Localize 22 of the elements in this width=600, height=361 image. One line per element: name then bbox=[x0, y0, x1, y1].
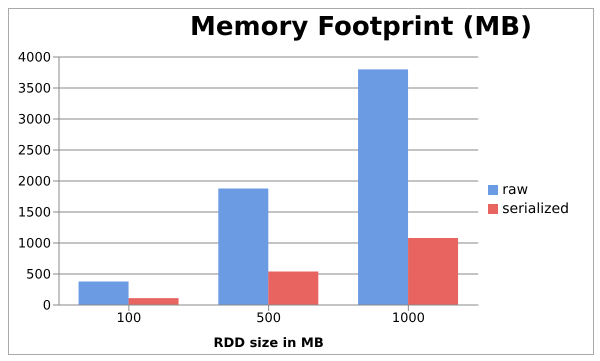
bar bbox=[408, 238, 458, 305]
y-tick-label: 4000 bbox=[18, 50, 51, 66]
x-tick-label: 100 bbox=[116, 311, 142, 326]
bar bbox=[78, 281, 129, 305]
y-tick-label: 3000 bbox=[18, 112, 51, 128]
y-tick-label: 0 bbox=[42, 298, 51, 314]
bar bbox=[358, 69, 408, 305]
chart-title: Memory Footprint (MB) bbox=[189, 11, 533, 44]
bar bbox=[268, 272, 318, 305]
x-tick-label: 500 bbox=[256, 311, 282, 326]
legend-label: serialized bbox=[502, 201, 569, 217]
bar bbox=[218, 188, 268, 305]
y-tick-label: 2000 bbox=[18, 174, 51, 190]
y-tick-label: 1500 bbox=[18, 206, 51, 221]
y-tick-label: 3500 bbox=[18, 82, 51, 97]
y-tick-label: 2500 bbox=[18, 144, 51, 159]
y-tick-label: 500 bbox=[26, 268, 51, 283]
x-tick-label: 1000 bbox=[392, 311, 425, 326]
legend-label: raw bbox=[502, 182, 528, 198]
y-tick-label: 1000 bbox=[18, 236, 51, 252]
x-axis-title: RDD size in MB bbox=[213, 336, 324, 351]
bar bbox=[128, 298, 179, 305]
